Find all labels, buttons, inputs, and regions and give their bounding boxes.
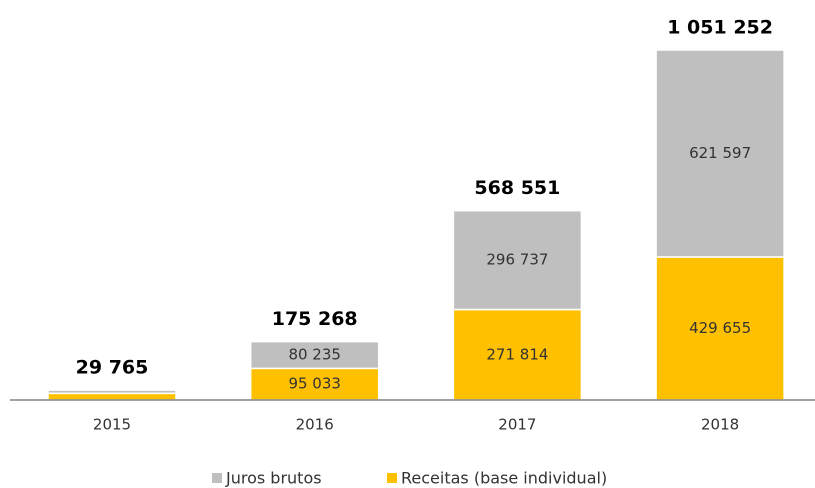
legend-swatch [212, 473, 222, 483]
x-tick-label: 2015 [93, 416, 131, 434]
x-tick-label: 2016 [296, 416, 334, 434]
segment-label: 429 655 [689, 319, 751, 337]
bar-segment [655, 49, 785, 258]
bar-segment [452, 209, 583, 311]
segment-label: 95 033 [288, 375, 341, 393]
bar-segment [249, 367, 380, 401]
total-label: 175 268 [272, 308, 358, 330]
segment-label: 296 737 [486, 251, 548, 269]
segment-label: 621 597 [689, 144, 751, 162]
total-label: 29 765 [76, 357, 149, 379]
bar-segment [47, 389, 177, 395]
total-label: 1 051 252 [667, 17, 773, 39]
bar-segment [47, 392, 177, 401]
legend-label: Juros brutos [225, 469, 322, 488]
segment-label: 271 814 [486, 345, 548, 363]
segment-label: 80 235 [288, 346, 341, 364]
legend-swatch [387, 473, 397, 483]
total-label: 568 551 [474, 177, 560, 199]
legend-label: Receitas (base individual) [401, 469, 607, 488]
bar-segment [249, 340, 380, 370]
bar-segment [655, 256, 785, 401]
x-tick-label: 2017 [498, 416, 536, 434]
x-tick-label: 2018 [701, 416, 739, 434]
